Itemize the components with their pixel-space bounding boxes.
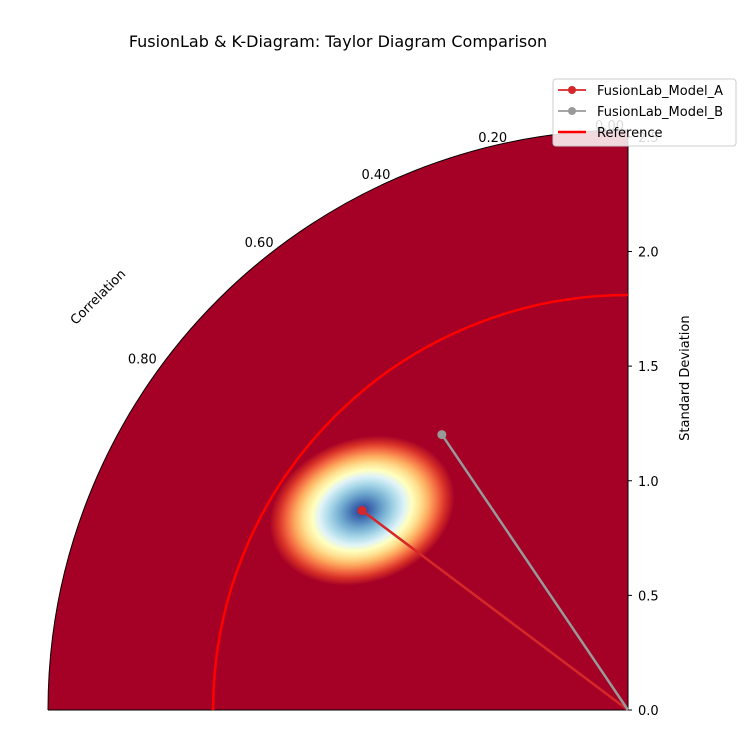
legend-label: Reference xyxy=(597,126,662,141)
series-line xyxy=(440,433,630,711)
heatmap-background xyxy=(48,130,628,710)
correlation-tick-label: 0.80 xyxy=(128,353,157,368)
outer-arc xyxy=(47,129,629,711)
radial-tick-label: 1.0 xyxy=(638,475,659,490)
heatmap-base xyxy=(48,130,628,710)
reference-layer xyxy=(211,293,629,711)
correlation-tick-label: 0.40 xyxy=(361,168,390,183)
reference-arc xyxy=(211,293,629,711)
series-point xyxy=(357,506,367,516)
legend-box xyxy=(552,78,737,147)
series-layer xyxy=(357,430,630,711)
correlation-tick-label: 0.20 xyxy=(478,131,507,146)
radial-tick-label: 2.0 xyxy=(638,246,659,261)
series-line xyxy=(361,509,629,711)
radial-tick-label: 1.5 xyxy=(638,360,659,375)
legend-swatch-marker xyxy=(568,86,576,94)
legend: FusionLab_Model_A FusionLab_Model_B Refere… xyxy=(552,78,737,147)
radial-tick-label: 0.0 xyxy=(638,704,659,719)
legend-label: FusionLab_Model_B xyxy=(597,105,723,120)
series-point xyxy=(437,430,447,440)
chart-title: FusionLab & K-Diagram: Taylor Diagram Co… xyxy=(129,32,547,51)
legend-swatch-marker xyxy=(568,107,576,115)
radial-axis-label: Standard Deviation xyxy=(678,315,693,440)
angular-axis-label: Correlation xyxy=(68,267,129,328)
axes-frame xyxy=(47,129,629,711)
radial-tick-label: 0.5 xyxy=(638,589,659,604)
legend-label: FusionLab_Model_A xyxy=(597,84,723,99)
correlation-tick-label: 0.60 xyxy=(245,236,274,251)
